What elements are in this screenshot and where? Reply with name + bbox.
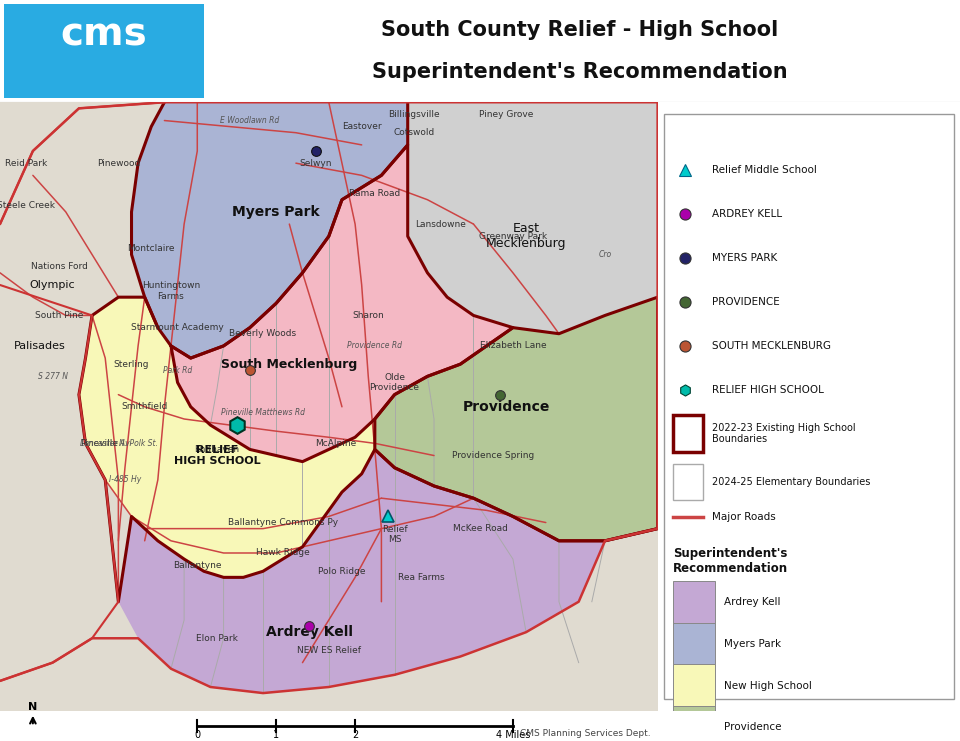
Text: South County Relief - High School: South County Relief - High School — [381, 20, 779, 40]
Text: South Mecklenburg: South Mecklenburg — [221, 358, 357, 370]
Text: Polo Ridge: Polo Ridge — [318, 567, 366, 576]
Polygon shape — [171, 145, 513, 462]
Text: Steele Creek: Steele Creek — [0, 202, 56, 210]
Text: Huntingtown
Farms: Huntingtown Farms — [142, 282, 200, 301]
Text: 1: 1 — [274, 730, 279, 740]
Text: Myers Park: Myers Park — [232, 205, 320, 219]
Text: Hawk Ridge: Hawk Ridge — [256, 548, 310, 557]
Text: McKee Road: McKee Road — [452, 524, 508, 533]
Text: NEW ES Relief: NEW ES Relief — [297, 646, 361, 655]
Text: South Pine: South Pine — [35, 311, 84, 320]
Text: Ardrey Kell: Ardrey Kell — [724, 597, 780, 608]
Text: East
Mecklenburg: East Mecklenburg — [486, 222, 566, 250]
Polygon shape — [0, 102, 658, 711]
Polygon shape — [118, 450, 605, 693]
Bar — [673, 581, 715, 624]
Polygon shape — [79, 297, 374, 577]
Bar — [673, 416, 703, 452]
Text: Lancaster Av: Lancaster Av — [81, 439, 130, 448]
Text: Relief
MS: Relief MS — [382, 525, 407, 545]
Text: 2022-23 Existing High School
Boundaries: 2022-23 Existing High School Boundaries — [712, 423, 855, 445]
Text: N: N — [28, 702, 37, 712]
Text: Olde
Providence: Olde Providence — [370, 373, 420, 392]
Text: ARDREY KELL: ARDREY KELL — [712, 210, 782, 219]
Text: Sharon: Sharon — [352, 311, 384, 320]
Text: Park Rd: Park Rd — [163, 366, 192, 375]
Text: Providence Rd: Providence Rd — [348, 342, 402, 350]
Text: Endhaven: Endhaven — [195, 445, 240, 454]
Text: Ardrey Kell: Ardrey Kell — [266, 625, 352, 639]
Text: RELIEF HIGH SCHOOL: RELIEF HIGH SCHOOL — [712, 385, 824, 395]
Text: Montclaire: Montclaire — [128, 244, 175, 253]
Text: Pinewood: Pinewood — [97, 159, 140, 167]
Text: N. Polk St.: N. Polk St. — [119, 439, 157, 448]
Text: Piney Grove: Piney Grove — [479, 110, 534, 119]
Text: Rama Road: Rama Road — [349, 189, 400, 198]
Text: 2024-25 Elementary Boundaries: 2024-25 Elementary Boundaries — [712, 477, 871, 487]
Text: Providence Spring: Providence Spring — [452, 451, 535, 460]
Text: Superintendent's
Recommendation: Superintendent's Recommendation — [673, 547, 788, 575]
Text: Billingsville: Billingsville — [389, 110, 440, 119]
Text: PROVIDENCE: PROVIDENCE — [712, 297, 780, 307]
Polygon shape — [132, 102, 408, 358]
Text: Nations Ford: Nations Ford — [31, 262, 87, 271]
Text: Ballantyne: Ballantyne — [173, 561, 222, 570]
Text: cms: cms — [60, 15, 148, 53]
Text: Major Roads: Major Roads — [712, 512, 776, 522]
Text: CMS Planning Services Dept.: CMS Planning Services Dept. — [520, 729, 651, 738]
Text: SOUTH MECKLENBURG: SOUTH MECKLENBURG — [712, 341, 831, 351]
Text: Relief Middle School: Relief Middle School — [712, 165, 817, 176]
Text: New High School: New High School — [724, 681, 812, 691]
Text: Eastover: Eastover — [342, 122, 381, 131]
Polygon shape — [0, 102, 164, 681]
Text: Palisades: Palisades — [13, 341, 65, 351]
Bar — [673, 706, 715, 741]
Text: Lansdowne: Lansdowne — [415, 219, 466, 228]
Text: Ballantyne Commons Py: Ballantyne Commons Py — [228, 518, 338, 527]
Text: Cro: Cro — [598, 250, 612, 259]
Text: 4 Miles: 4 Miles — [495, 730, 530, 740]
Text: Selwyn: Selwyn — [300, 159, 332, 167]
Polygon shape — [374, 297, 658, 541]
Bar — [4, 4, 204, 99]
Text: Providence: Providence — [463, 400, 550, 413]
Text: 0: 0 — [194, 730, 201, 740]
Text: Superintendent's Recommendation: Superintendent's Recommendation — [372, 62, 788, 82]
Text: Smithfield: Smithfield — [122, 402, 168, 411]
Text: McAlpine: McAlpine — [315, 439, 356, 448]
Text: MYERS PARK: MYERS PARK — [712, 253, 778, 263]
Text: Myers Park: Myers Park — [724, 639, 781, 649]
Bar — [673, 622, 715, 665]
Polygon shape — [0, 316, 132, 681]
Text: Cotswold: Cotswold — [394, 128, 435, 137]
Text: Sterling: Sterling — [114, 359, 149, 369]
Bar — [673, 665, 715, 707]
Text: Elizabeth Lane: Elizabeth Lane — [480, 342, 546, 350]
Text: 2: 2 — [352, 730, 358, 740]
Text: Elon Park: Elon Park — [196, 634, 238, 642]
Text: Olympic: Olympic — [30, 280, 76, 290]
Text: Reid Park: Reid Park — [5, 159, 47, 167]
Text: Rea Farms: Rea Farms — [397, 573, 444, 582]
Bar — [673, 464, 703, 500]
Text: I-485 Hy: I-485 Hy — [108, 476, 141, 485]
Text: Beverly Woods: Beverly Woods — [229, 329, 297, 338]
Text: Pineville Matthews Rd: Pineville Matthews Rd — [221, 408, 305, 417]
Text: Pineville: Pineville — [80, 439, 118, 448]
Text: S 277 N: S 277 N — [37, 372, 67, 381]
Text: RELIEF
HIGH SCHOOL: RELIEF HIGH SCHOOL — [174, 445, 260, 466]
Text: Providence: Providence — [724, 722, 781, 732]
Text: E Woodlawn Rd: E Woodlawn Rd — [220, 116, 279, 125]
Text: Starmount Academy: Starmount Academy — [132, 323, 224, 332]
Text: Charlotte-Mecklenburg Schools: Charlotte-Mecklenburg Schools — [17, 83, 191, 93]
Polygon shape — [408, 102, 658, 333]
Text: Greenway Park: Greenway Park — [479, 232, 547, 241]
